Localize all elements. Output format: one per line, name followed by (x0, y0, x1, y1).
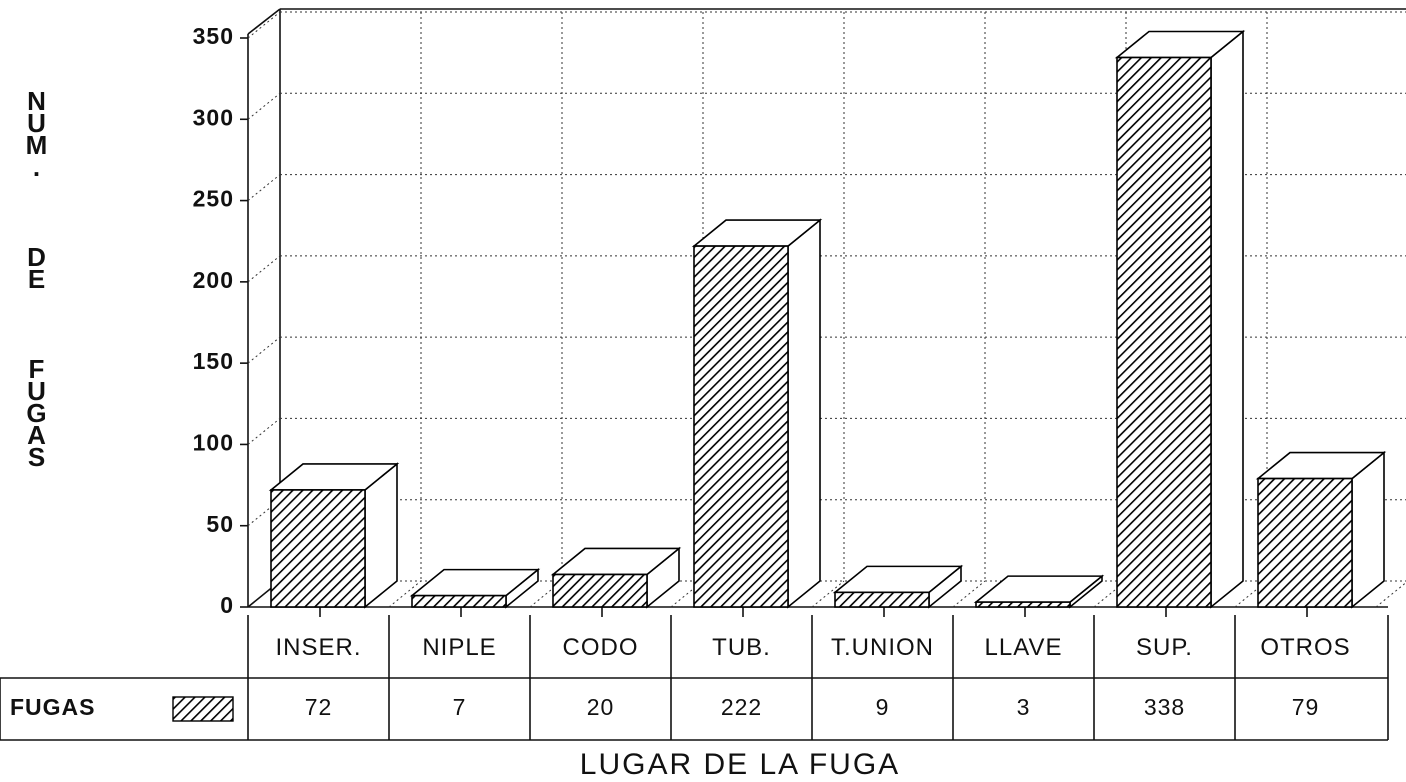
wall-edge (247, 8, 281, 35)
floor-divider (388, 580, 422, 608)
bar (270, 489, 366, 608)
grid-line (247, 418, 281, 445)
bar (693, 245, 789, 608)
bar (1116, 56, 1212, 608)
y-tick-label: 100 (193, 430, 234, 456)
legend-label: FUGAS (10, 694, 96, 720)
y-tick-label: 350 (193, 23, 234, 49)
y-tick-label: 300 (193, 104, 234, 130)
bar (975, 601, 1071, 608)
y-tick-label: 250 (193, 186, 234, 212)
grid-line (247, 255, 281, 283)
x-tick-label: SUP. (1136, 634, 1193, 661)
y-tick-label: 200 (193, 267, 234, 293)
x-tick-label: CODO (563, 634, 639, 661)
x-tick-label: NIPLE (422, 634, 496, 661)
bar (1257, 477, 1353, 608)
value-label: 79 (1292, 694, 1320, 720)
value-label: 20 (587, 694, 615, 720)
floor-divider (1375, 581, 1406, 608)
x-tick-label: INSER. (275, 634, 361, 661)
bar (552, 573, 648, 608)
floor-divider (1234, 580, 1268, 608)
grid-line (247, 92, 281, 120)
bar-top (973, 575, 1105, 603)
bar (834, 591, 930, 608)
bar-side (787, 218, 821, 609)
floor-divider (1093, 580, 1127, 608)
grid-line (247, 174, 281, 201)
y-tick-label: 150 (193, 348, 234, 374)
legend-swatch (172, 696, 234, 722)
grid-line (247, 499, 281, 527)
x-tick-label: TUB. (712, 634, 771, 661)
value-label: 72 (305, 694, 333, 720)
value-label: 338 (1144, 694, 1185, 720)
floor-divider (529, 580, 563, 608)
bar (411, 594, 507, 608)
value-label: 222 (721, 694, 762, 720)
bar-side (1351, 450, 1385, 609)
floor-divider (952, 580, 986, 608)
x-tick-label: T.UNION (831, 634, 934, 661)
value-label: 9 (876, 694, 890, 720)
bar-side (1210, 29, 1244, 609)
floor-divider (670, 580, 704, 608)
x-tick-label: OTROS (1260, 634, 1350, 661)
grid-line (247, 336, 281, 364)
x-axis-label: LUGAR DE LA FUGA (580, 748, 900, 781)
y-tick-label: 0 (220, 592, 234, 618)
y-tick-label: 50 (206, 511, 234, 537)
x-tick-label: LLAVE (985, 634, 1063, 661)
value-label: 3 (1017, 694, 1031, 720)
grid-line (247, 11, 281, 39)
floor-divider (811, 580, 845, 608)
value-label: 7 (453, 694, 467, 720)
